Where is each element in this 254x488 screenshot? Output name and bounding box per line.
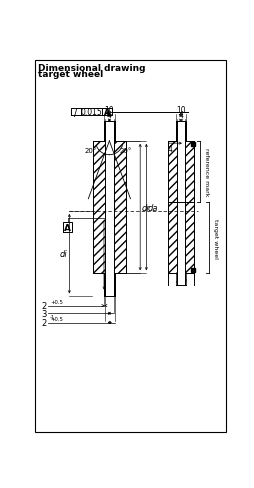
Text: 10: 10 <box>105 106 114 115</box>
Bar <box>185 122 186 142</box>
Bar <box>114 142 125 274</box>
Text: 3: 3 <box>42 309 47 318</box>
Bar <box>168 142 177 203</box>
Text: +0.5: +0.5 <box>50 317 63 322</box>
Text: 2: 2 <box>42 302 47 310</box>
Text: Dimensional drawing: Dimensional drawing <box>38 64 145 73</box>
Text: dr: dr <box>142 203 151 212</box>
Text: A: A <box>64 223 71 232</box>
Bar <box>114 122 115 142</box>
Text: 0.015: 0.015 <box>81 108 103 117</box>
Text: target wheel: target wheel <box>38 70 103 79</box>
Text: di: di <box>60 250 68 259</box>
Bar <box>185 203 194 274</box>
Text: 10: 10 <box>176 106 186 115</box>
Bar <box>93 142 105 274</box>
Text: da: da <box>148 203 158 212</box>
Text: /: / <box>74 107 77 117</box>
Bar <box>185 274 186 285</box>
Bar <box>114 274 115 297</box>
Text: 2: 2 <box>42 318 47 327</box>
Text: target wheel: target wheel <box>213 219 218 258</box>
Text: 20°: 20° <box>85 147 97 153</box>
Bar <box>176 274 177 285</box>
Text: A: A <box>104 108 110 117</box>
Text: 20°: 20° <box>119 147 132 153</box>
Text: reference mark: reference mark <box>204 148 209 197</box>
Text: -1: -1 <box>50 314 55 320</box>
Bar <box>185 142 194 203</box>
Text: 4: 4 <box>179 111 183 120</box>
Bar <box>176 122 177 142</box>
Bar <box>104 122 105 142</box>
Text: 4: 4 <box>167 144 172 154</box>
Text: 4: 4 <box>107 111 112 120</box>
Bar <box>168 203 177 274</box>
Text: +0.5: +0.5 <box>50 300 63 305</box>
Bar <box>104 274 105 297</box>
